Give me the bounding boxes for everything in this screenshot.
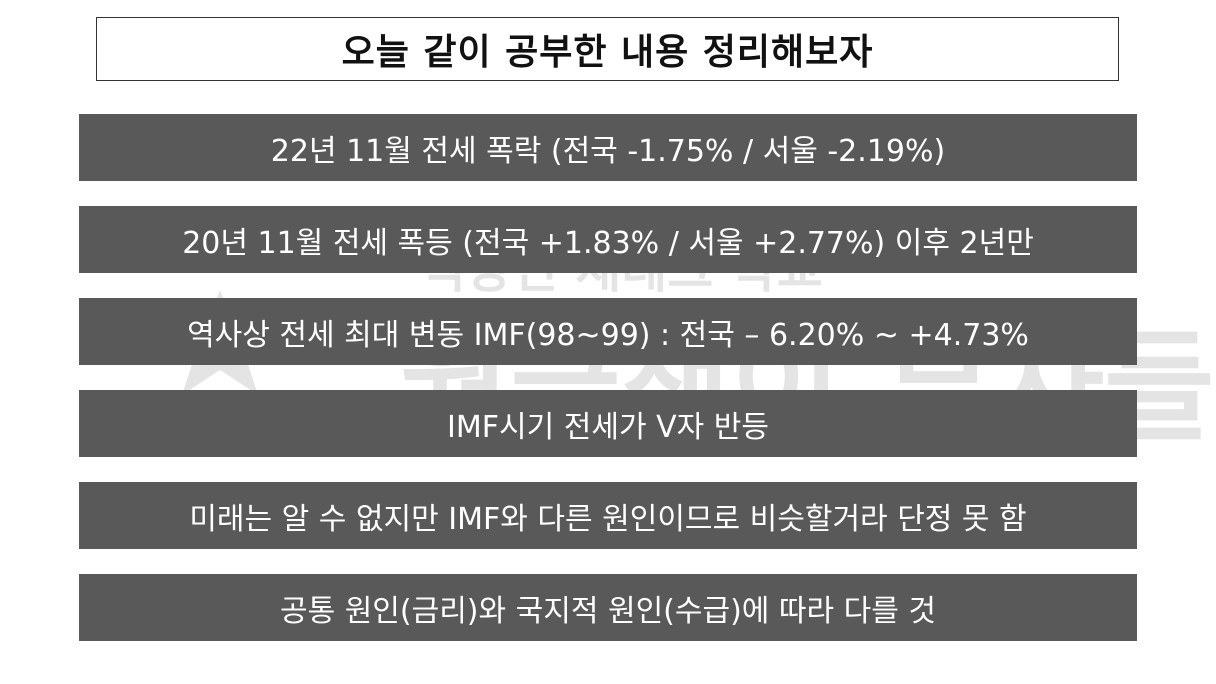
summary-bar-1: 22년 11월 전세 폭락 (전국 -1.75% / 서울 -2.19%) xyxy=(79,114,1137,181)
page-title-box: 오늘 같이 공부한 내용 정리해보자 xyxy=(96,17,1119,81)
summary-bar-2: 20년 11월 전세 폭등 (전국 +1.83% / 서울 +2.77%) 이후… xyxy=(79,206,1137,273)
summary-text-5: 미래는 알 수 없지만 IMF와 다른 원인이므로 비슷할거라 단정 못 함 xyxy=(189,501,1027,537)
summary-bar-6: 공통 원인(금리)와 국지적 원인(수급)에 따라 다를 것 xyxy=(79,574,1137,641)
summary-text-3: 역사상 전세 최대 변동 IMF(98~99) : 전국 – 6.20% ~ +… xyxy=(187,317,1029,353)
summary-bar-4: IMF시기 전세가 V자 반등 xyxy=(79,390,1137,457)
page-title: 오늘 같이 공부한 내용 정리해보자 xyxy=(341,32,874,73)
summary-text-6: 공통 원인(금리)와 국지적 원인(수급)에 따라 다를 것 xyxy=(279,593,937,629)
summary-bar-3: 역사상 전세 최대 변동 IMF(98~99) : 전국 – 6.20% ~ +… xyxy=(79,298,1137,365)
summary-bar-5: 미래는 알 수 없지만 IMF와 다른 원인이므로 비슷할거라 단정 못 함 xyxy=(79,482,1137,549)
summary-text-1: 22년 11월 전세 폭락 (전국 -1.75% / 서울 -2.19%) xyxy=(270,133,946,169)
summary-text-4: IMF시기 전세가 V자 반등 xyxy=(447,409,769,445)
summary-text-2: 20년 11월 전세 폭등 (전국 +1.83% / 서울 +2.77%) 이후… xyxy=(182,225,1034,261)
